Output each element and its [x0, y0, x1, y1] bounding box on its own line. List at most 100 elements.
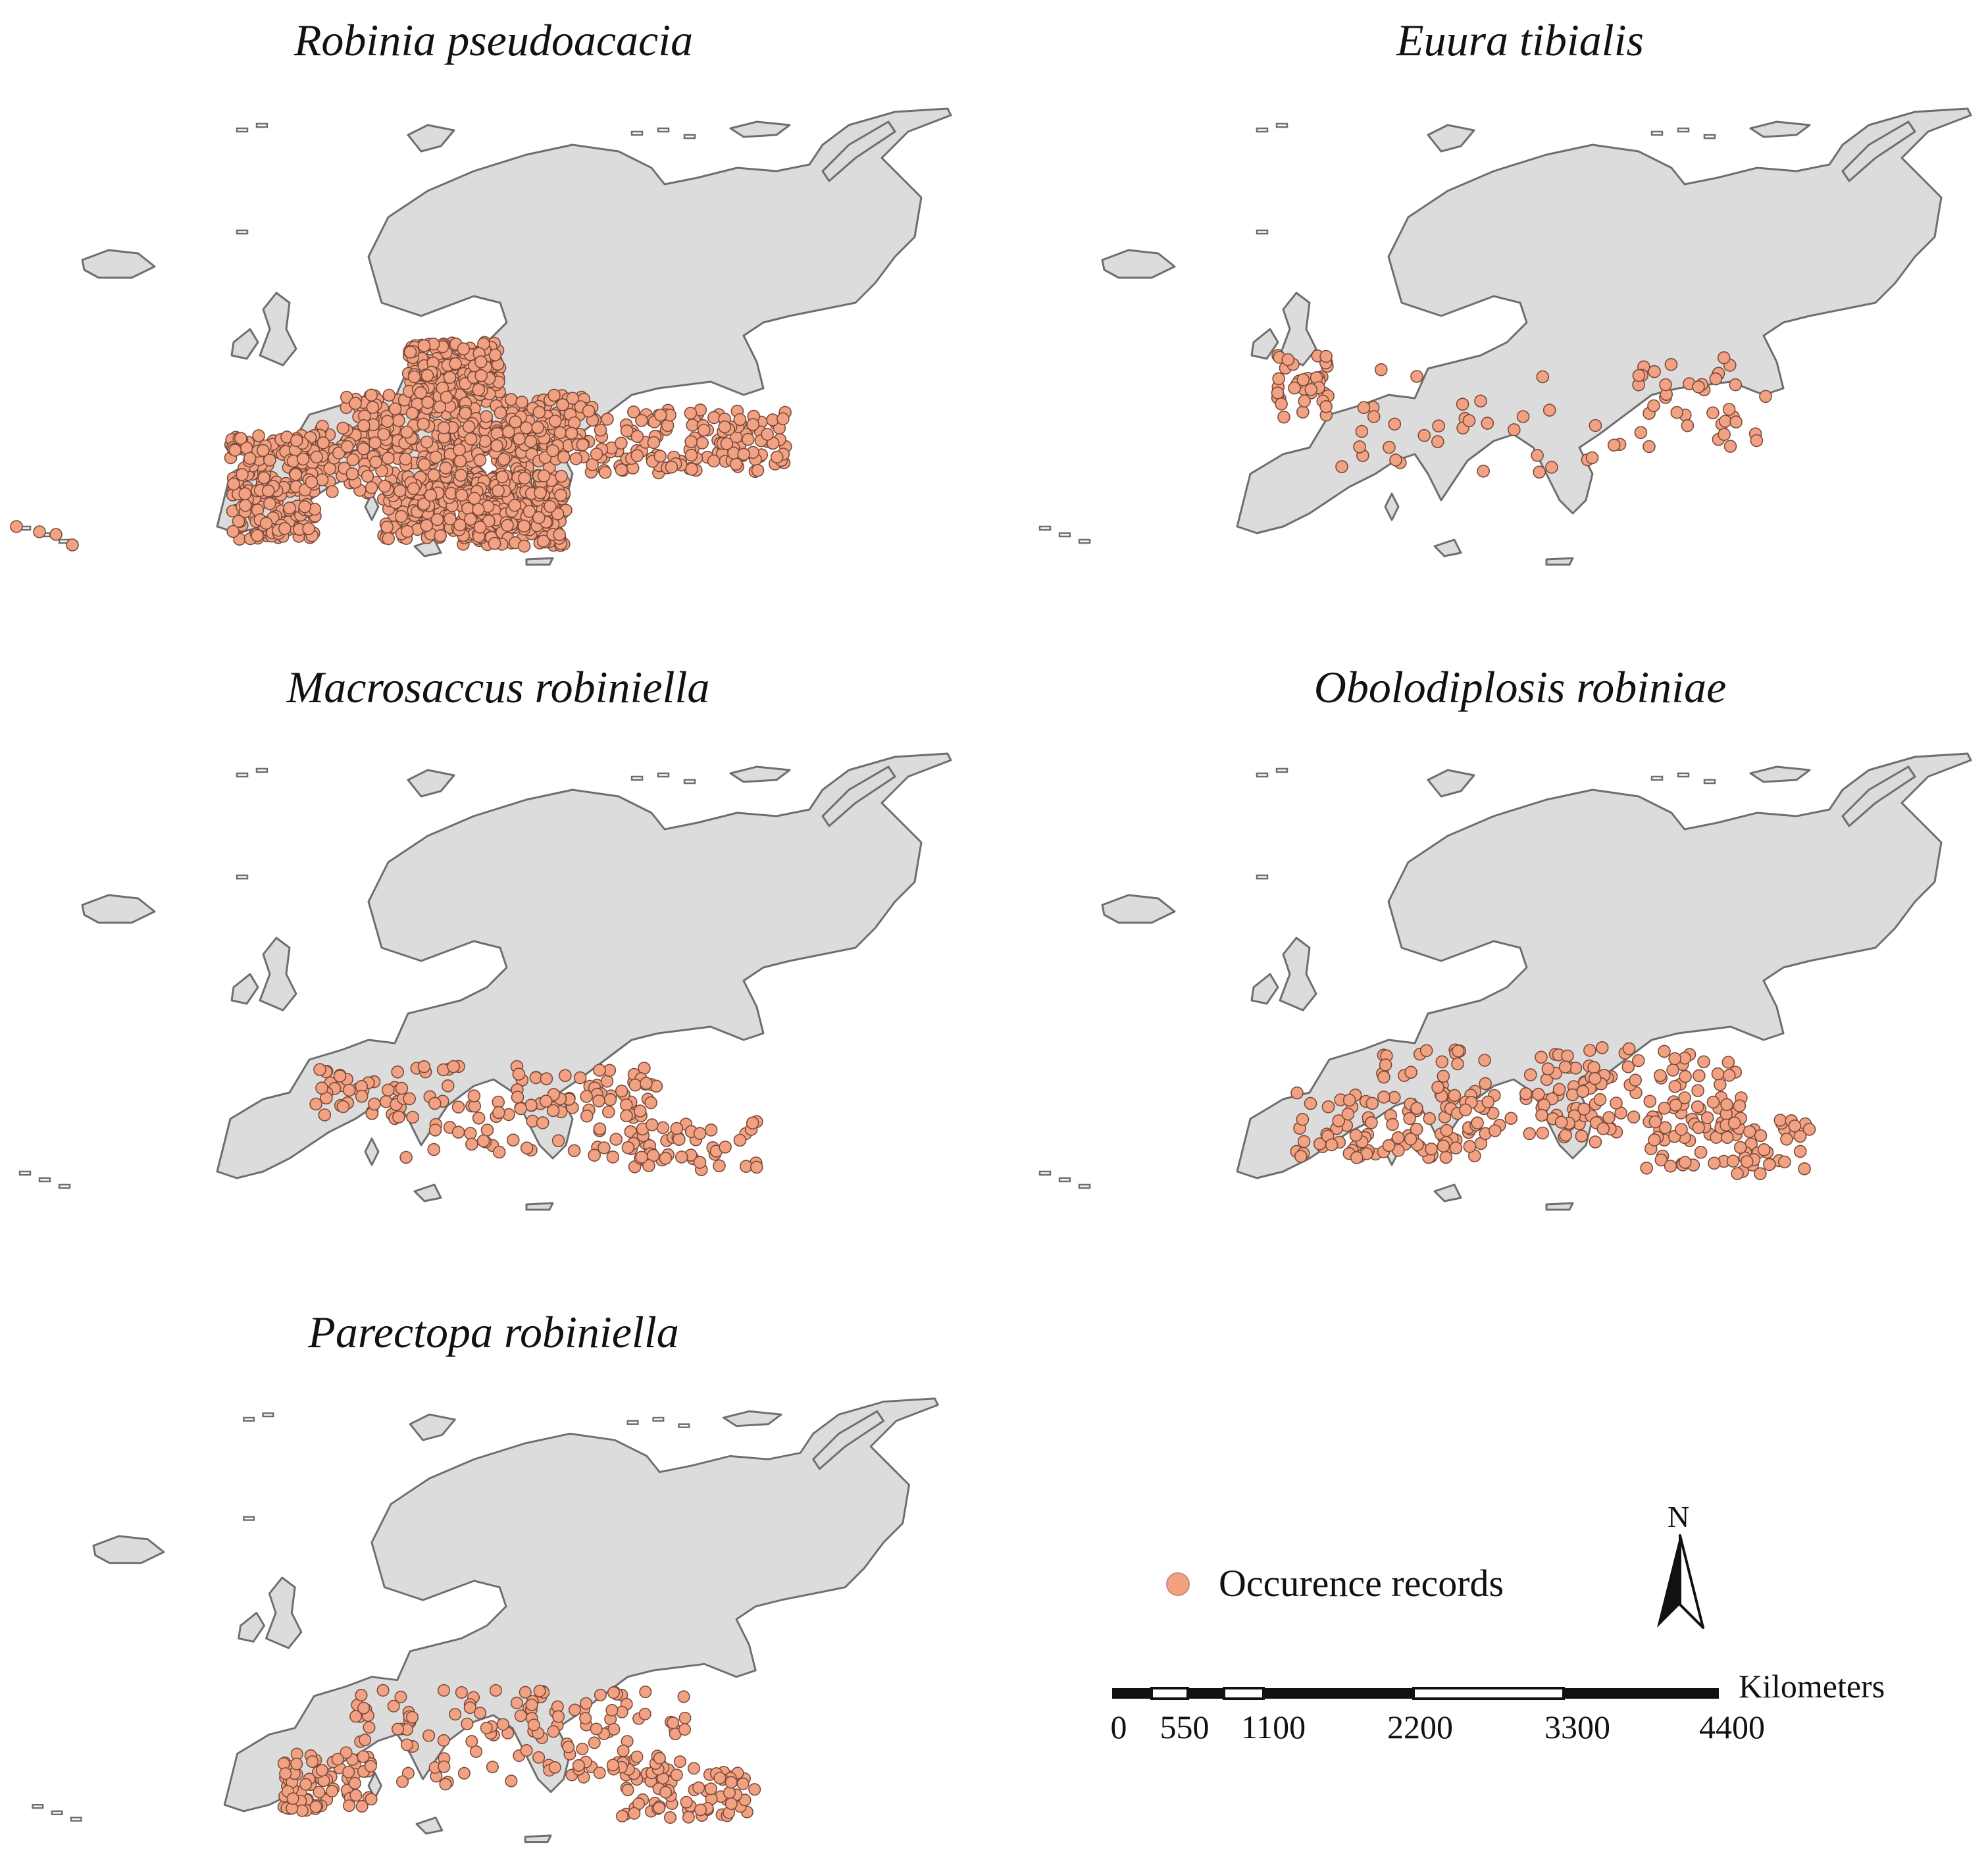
occurrence-point [1519, 1087, 1533, 1100]
occurrence-point [551, 1134, 565, 1148]
occurrence-point [533, 1684, 546, 1697]
occurrence-point [290, 434, 303, 448]
occurrence-point [302, 522, 315, 536]
occurrence-point [656, 1121, 670, 1135]
novaya-zemlya [821, 765, 896, 827]
occurrence-point [590, 1722, 603, 1736]
occurrence-point [489, 1684, 502, 1697]
occurrence-point [723, 1786, 736, 1799]
occurrence-point [340, 440, 354, 453]
scale-unit-label: Kilometers [1739, 1668, 1885, 1705]
iceland-landmass [81, 894, 156, 924]
occurrence-point [1537, 1098, 1551, 1112]
occurrence-point [430, 513, 444, 527]
novaya-zemlya [812, 1410, 885, 1470]
occurrence-point [601, 1105, 615, 1119]
occurrence-point [1417, 428, 1431, 442]
svalbard-landmass [1427, 124, 1475, 153]
occurrence-point [659, 1786, 673, 1799]
occurrence-point [421, 396, 434, 409]
occurrence-point [593, 1064, 606, 1077]
map-euura [1038, 107, 1972, 566]
island-speck [1677, 127, 1690, 133]
occurrence-point [529, 1071, 543, 1085]
occurrence-point [601, 413, 614, 426]
occurrence-point [357, 442, 370, 455]
occurrence-point [1561, 1049, 1574, 1063]
island-speck [1058, 1177, 1071, 1183]
occurrence-point [653, 408, 667, 422]
occurrence-point [1596, 1122, 1610, 1135]
occurrence-point [1759, 390, 1772, 403]
occurrence-point [326, 1784, 339, 1797]
occurrence-point [1720, 1098, 1733, 1112]
sardinia-landmass [1384, 492, 1400, 521]
occurrence-point [401, 525, 414, 538]
occurrence-point [615, 1705, 628, 1718]
occurrence-point [678, 1711, 692, 1724]
occurrence-point [331, 1753, 344, 1766]
occurrence-point [1654, 1153, 1668, 1167]
occurrence-point [1365, 1116, 1378, 1129]
occurrence-point [1531, 1087, 1545, 1101]
occurrence-point [1778, 1155, 1791, 1169]
island-speck [652, 1416, 665, 1422]
crete-landmass [524, 1834, 552, 1843]
occurrence-point [1589, 1135, 1602, 1148]
island-speck [1650, 775, 1664, 781]
occurrence-point [451, 1125, 465, 1139]
occurrence-point [462, 420, 476, 434]
occurrence-point [1668, 1052, 1682, 1066]
occurrence-point [670, 1121, 684, 1135]
island-speck [1256, 127, 1269, 133]
legend-marker [1166, 1572, 1190, 1596]
occurrence-point [375, 464, 388, 478]
occurrence-point [406, 1110, 419, 1124]
occurrence-point [365, 1793, 378, 1806]
occurrence-point [1545, 461, 1558, 474]
occurrence-point [434, 529, 447, 542]
occurrence-point [536, 1116, 549, 1129]
occurrence-point [239, 499, 252, 512]
occurrence-point [1504, 1112, 1518, 1125]
occurrence-point [368, 1097, 381, 1111]
panel-title-euura: Euura tibialis [1396, 15, 1644, 65]
occurrence-point [588, 1148, 601, 1162]
north-label: N [1668, 1500, 1690, 1534]
occurrence-point [619, 1098, 633, 1112]
island-speck [1078, 1183, 1091, 1189]
occurrence-point [369, 455, 383, 469]
occurrence-point [497, 452, 511, 466]
occurrence-point [1463, 1140, 1477, 1153]
occurrence-point [252, 429, 265, 442]
occurrence-point [401, 1738, 414, 1751]
occurrence-point [630, 449, 644, 463]
occurrence-point [349, 1710, 363, 1723]
occurrence-point [1653, 1069, 1667, 1083]
island-speck [255, 767, 268, 773]
occurrence-point [421, 369, 434, 382]
occurrence-point [417, 457, 431, 471]
occurrence-point [532, 405, 546, 419]
occurrence-point [1377, 1091, 1390, 1104]
occurrence-point [1462, 414, 1476, 428]
occurrence-point [310, 450, 323, 464]
occurrence-point [707, 454, 721, 468]
occurrence-point [228, 444, 242, 457]
occurrence-point [1554, 1116, 1568, 1129]
occurrence-point [633, 1104, 647, 1118]
island-speck [18, 1170, 32, 1176]
occurrence-point [1700, 1111, 1714, 1125]
occurrence-point [1319, 400, 1333, 413]
occurrence-point [357, 419, 370, 432]
occurrence-point [1643, 440, 1656, 453]
scale-bar [1112, 1687, 1719, 1700]
occurrence-point [1640, 1161, 1654, 1175]
occurrence-point [480, 410, 494, 423]
occurrence-point [733, 413, 747, 426]
occurrence-point [746, 418, 760, 431]
occurrence-point [1271, 386, 1285, 400]
occurrence-point [1577, 1102, 1591, 1116]
ireland-landmass [238, 1612, 265, 1643]
occurrence-point [1377, 1070, 1390, 1084]
